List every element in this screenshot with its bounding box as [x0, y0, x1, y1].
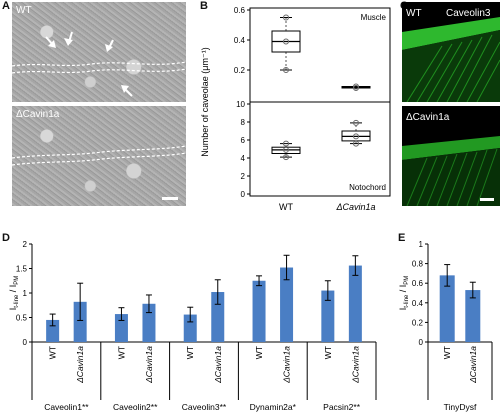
- y-axis-label: It-line / IPM: [398, 276, 410, 311]
- y-tick-label: 10: [236, 100, 245, 109]
- group-label: Pacsin2**: [323, 402, 361, 412]
- scale-bar: [162, 197, 178, 200]
- x-tick-label: ΔCavin1a: [213, 346, 223, 384]
- bar: [142, 303, 156, 342]
- panel-label-a: A: [2, 0, 10, 12]
- y-label-main: I: [398, 308, 408, 311]
- data-point: [353, 140, 359, 147]
- chart-e-intensity-ratio: 0 0.2 0.4 0.6 0.8 1 It-line / IPM WT ΔCavin1a Tin…: [398, 240, 493, 412]
- bar: [280, 267, 294, 342]
- y-tick-label: 8: [241, 118, 246, 127]
- bar: [348, 265, 362, 342]
- data-point: [283, 146, 289, 153]
- x-tick-label: ΔCavin1a: [335, 202, 375, 212]
- panel-label-e: E: [398, 232, 406, 244]
- y-tick-label: 0.8: [412, 260, 424, 269]
- group-label: Caveolin2**: [113, 402, 158, 412]
- y-tick-label: 0.4: [234, 36, 246, 45]
- panel-label-b: B: [200, 0, 208, 12]
- bar: [46, 319, 60, 342]
- data-point: [353, 83, 359, 90]
- y-tick-label: 0.2: [412, 318, 424, 327]
- y-label-sep: / I: [398, 285, 408, 295]
- chart-d-intensity-ratio: 0 0.5 1 1.5 2 It-line / IPM WT ΔCavin1a Caveolin…: [8, 240, 377, 412]
- x-tick-label: WT: [323, 346, 333, 359]
- group-label: Caveolin1**: [44, 402, 89, 412]
- bar: [73, 301, 87, 342]
- fluo-stain-label: Caveolin3: [446, 8, 491, 19]
- fluorescence-image-cavin1a: ΔCavin1a: [402, 106, 500, 206]
- scale-bar: [480, 198, 494, 201]
- data-point: [283, 154, 289, 161]
- subpanel-annotation: Notochord: [349, 183, 386, 192]
- x-tick-label: WT: [48, 346, 58, 359]
- bar: [114, 314, 128, 342]
- y-tick-label: 1: [419, 240, 424, 249]
- fluorescence-signal-cavin1a: [402, 136, 500, 206]
- y-tick-label: 0: [419, 338, 424, 347]
- em-label-cavin1a: ΔCavin1a: [16, 109, 60, 120]
- data-point: [283, 38, 289, 45]
- y-tick-label: 2: [23, 240, 28, 249]
- x-tick-label: WT: [442, 346, 452, 359]
- fluo-label-wt: WT: [406, 8, 422, 19]
- y-tick-label: 6: [241, 136, 246, 145]
- x-tick-label: ΔCavin1a: [144, 346, 154, 384]
- fluorescence-signal-wt: [402, 17, 500, 102]
- y-label-sub2: PM: [14, 276, 20, 285]
- fluo-label-cavin1a: ΔCavin1a: [406, 112, 450, 123]
- arrow-icon: [45, 31, 133, 97]
- y-label-sub2: PM: [404, 276, 410, 285]
- panel-label-d: D: [2, 232, 10, 244]
- x-tick-label: ΔCavin1a: [75, 346, 85, 384]
- bar: [321, 290, 335, 342]
- fluorescence-image-wt: WT Caveolin3: [402, 2, 500, 102]
- x-tick-label: WT: [116, 346, 126, 359]
- y-tick-label: 0: [241, 190, 246, 199]
- data-point: [283, 140, 289, 147]
- bar: [465, 290, 481, 342]
- data-point: [353, 133, 359, 140]
- data-point: [353, 119, 359, 126]
- em-label-wt: WT: [16, 5, 32, 16]
- bar: [252, 280, 266, 342]
- y-label-main: I: [8, 308, 18, 311]
- y-axis-label: It-line / IPM: [8, 276, 20, 311]
- bar: [439, 275, 455, 342]
- data-point: [283, 14, 289, 21]
- y-label-sub: t-line: [404, 294, 410, 308]
- y-label-sub: t-line: [14, 294, 20, 308]
- y-axis-label: Number of caveolae (μm⁻¹): [200, 47, 210, 156]
- x-tick-label: ΔCavin1a: [350, 346, 360, 384]
- em-image-wt: WT: [12, 2, 186, 102]
- data-point: [283, 67, 289, 73]
- y-tick-label: 0.4: [412, 299, 424, 308]
- group-label: Caveolin3**: [182, 402, 227, 412]
- group-label: Dynamin2a*: [250, 402, 297, 412]
- y-tick-label: 0.5: [16, 314, 28, 323]
- em-image-cavin1a: ΔCavin1a: [12, 106, 186, 206]
- y-tick-label: 1.5: [16, 265, 28, 274]
- x-tick-label: WT: [279, 202, 293, 212]
- subpanel-annotation: Muscle: [361, 13, 387, 22]
- y-tick-label: 2: [241, 172, 246, 181]
- y-tick-label: 4: [241, 154, 246, 163]
- y-tick-label: 1: [23, 289, 28, 298]
- bar: [211, 292, 225, 342]
- em-membrane-cavin1a: [12, 145, 186, 166]
- x-tick-label: ΔCavin1a: [468, 346, 478, 384]
- y-tick-label: 0: [23, 338, 28, 347]
- group-label: TinyDysf: [444, 402, 477, 412]
- chart-b-caveolae: 0.2 0.4 0.6 Muscle 0 2 4 6 8 10 Notochord WT ΔCavin1…: [200, 6, 391, 212]
- x-tick-label: WT: [254, 346, 264, 359]
- em-membrane-wt: [12, 61, 186, 74]
- x-tick-label: WT: [185, 346, 195, 359]
- x-tick-label: ΔCavin1a: [282, 346, 292, 384]
- bar: [183, 314, 197, 342]
- y-label-sep: / I: [8, 285, 18, 295]
- y-tick-label: 0.6: [234, 6, 246, 15]
- y-tick-label: 0.6: [412, 279, 424, 288]
- y-tick-label: 0.2: [234, 66, 246, 75]
